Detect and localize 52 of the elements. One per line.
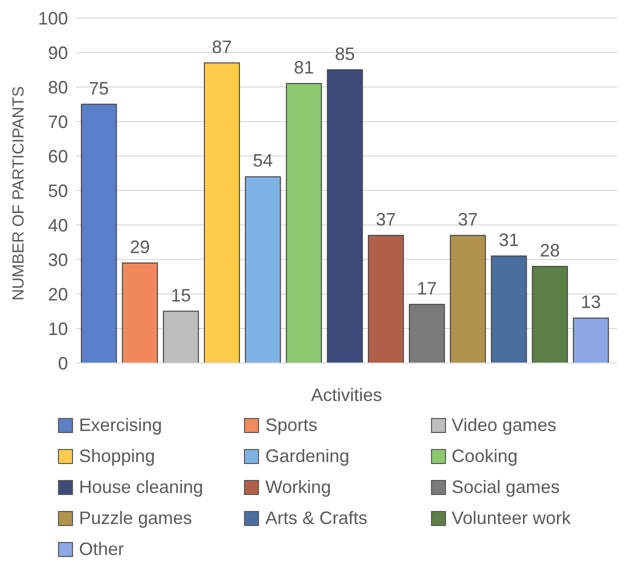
data-label: 17 — [416, 278, 437, 298]
legend-label: Working — [265, 477, 332, 498]
bar — [368, 234, 404, 363]
x-axis-title: Activities — [310, 385, 382, 405]
legend-label: Sports — [265, 415, 318, 436]
bar — [286, 83, 322, 363]
data-label: 29 — [130, 236, 150, 257]
data-label: 28 — [540, 240, 560, 260]
bar — [204, 62, 240, 363]
legend-label: Gardening — [265, 446, 350, 467]
y-tick-label: 100 — [38, 8, 68, 28]
legend-label: Cooking — [452, 446, 518, 467]
y-tick-label: 80 — [48, 77, 68, 98]
y-tick-label: 40 — [48, 215, 68, 236]
y-tick-label: 10 — [48, 318, 68, 339]
bar — [80, 104, 117, 363]
y-tick-label: 50 — [48, 180, 68, 201]
bar — [450, 234, 486, 363]
data-label: 15 — [170, 285, 191, 306]
y-tick-label: 0 — [58, 353, 68, 374]
data-label: 54 — [252, 150, 273, 171]
bar — [572, 318, 609, 363]
legend-label: Volunteer work — [452, 508, 571, 529]
legend-label: Social games — [452, 477, 560, 498]
data-label: 37 — [376, 209, 396, 230]
y-tick-label: 20 — [48, 284, 68, 304]
bar — [490, 256, 527, 363]
legend-label: Puzzle games — [79, 508, 192, 529]
bar — [162, 310, 199, 363]
data-label: 87 — [212, 36, 232, 57]
legend-label: Shopping — [79, 446, 156, 467]
y-tick-label: 70 — [48, 112, 68, 132]
data-label: 85 — [334, 44, 355, 64]
legend-label: Video games — [452, 415, 556, 436]
bar — [326, 69, 363, 363]
legend-label: House cleaning — [79, 477, 204, 498]
legend-label: Arts & Crafts — [265, 508, 368, 529]
y-axis-title: NUMBER OF PARTICIPANTS — [10, 86, 28, 300]
bar — [532, 266, 568, 363]
y-tick-label: 30 — [48, 250, 68, 270]
bar — [122, 262, 158, 363]
y-tick-label: 60 — [48, 146, 68, 166]
y-tick-label: 90 — [48, 42, 68, 63]
data-label: 37 — [458, 209, 478, 230]
data-label: 75 — [88, 78, 109, 98]
bar — [244, 176, 281, 363]
data-label: 81 — [294, 58, 314, 78]
legend-label: Exercising — [79, 415, 162, 436]
data-label: 31 — [498, 230, 519, 250]
legend-label: Other — [79, 539, 124, 560]
bar — [408, 304, 445, 363]
data-label: 13 — [580, 292, 601, 312]
